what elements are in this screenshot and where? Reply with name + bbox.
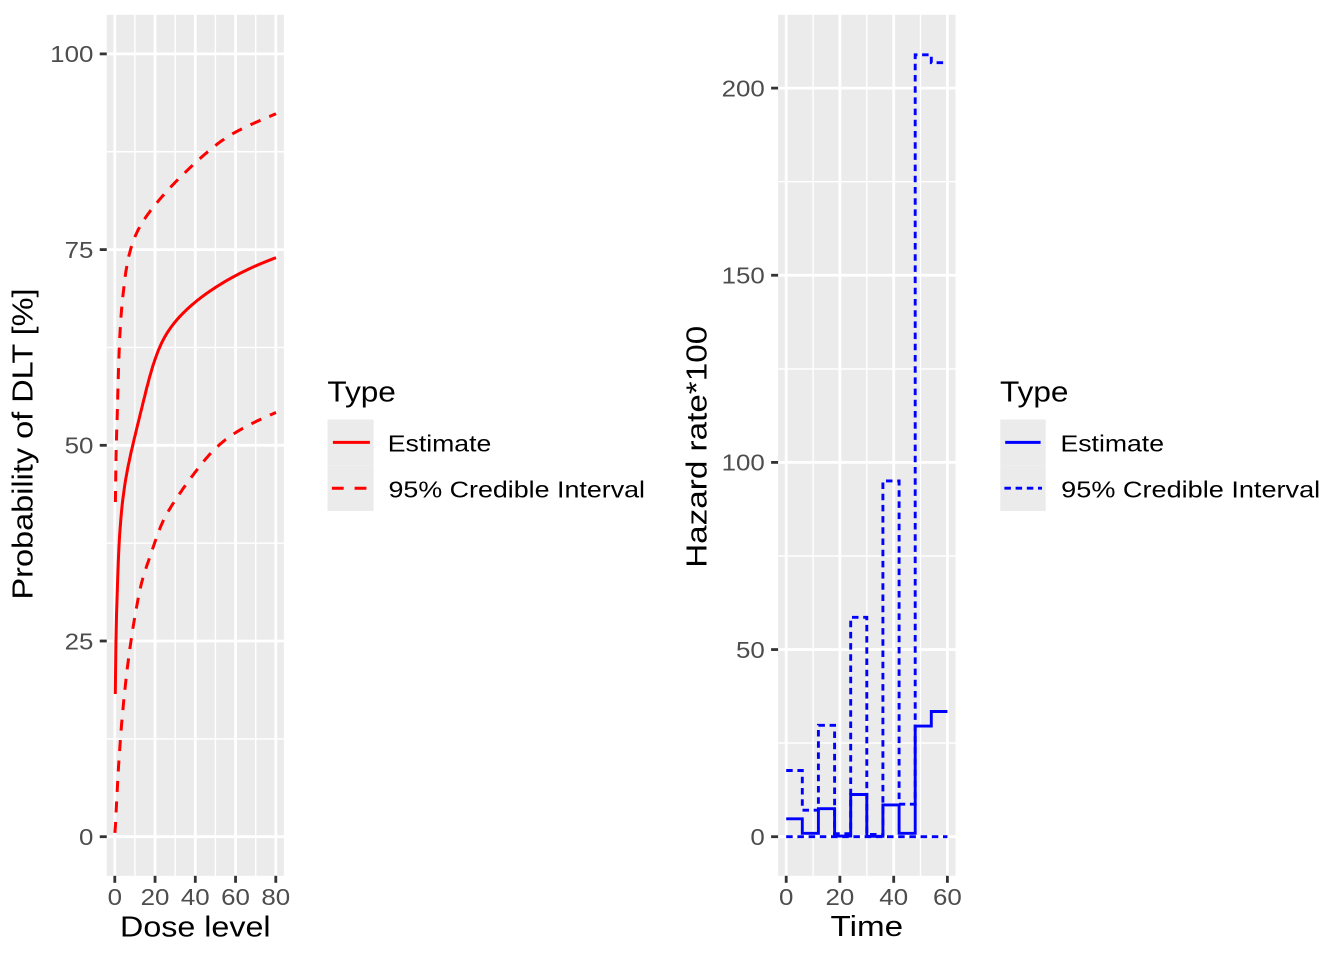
svg-text:25: 25 [65, 628, 94, 654]
svg-text:Time: Time [831, 911, 904, 943]
svg-text:0: 0 [79, 824, 93, 850]
svg-text:95% Credible Interval: 95% Credible Interval [389, 477, 646, 503]
svg-text:20: 20 [826, 884, 855, 910]
svg-text:60: 60 [221, 884, 250, 910]
svg-text:Hazard rate*100: Hazard rate*100 [681, 326, 713, 568]
svg-text:0: 0 [750, 824, 764, 850]
svg-text:Probability of DLT [%]: Probability of DLT [%] [8, 289, 40, 600]
svg-text:150: 150 [722, 263, 765, 289]
svg-text:Type: Type [1000, 377, 1069, 409]
svg-text:0: 0 [779, 884, 793, 910]
svg-text:75: 75 [65, 237, 94, 263]
svg-text:50: 50 [736, 637, 765, 663]
svg-text:Estimate: Estimate [388, 431, 492, 457]
svg-text:200: 200 [722, 75, 765, 101]
svg-text:40: 40 [879, 884, 908, 910]
svg-text:Dose level: Dose level [120, 912, 271, 944]
svg-text:Estimate: Estimate [1061, 431, 1165, 457]
svg-text:Type: Type [327, 377, 396, 409]
svg-text:20: 20 [141, 884, 170, 910]
svg-text:100: 100 [722, 450, 765, 476]
svg-text:40: 40 [181, 884, 210, 910]
svg-text:0: 0 [108, 884, 122, 910]
svg-text:100: 100 [50, 41, 93, 67]
svg-text:80: 80 [261, 884, 290, 910]
svg-text:50: 50 [65, 433, 94, 459]
svg-text:60: 60 [933, 884, 962, 910]
svg-text:95% Credible Interval: 95% Credible Interval [1061, 477, 1320, 503]
